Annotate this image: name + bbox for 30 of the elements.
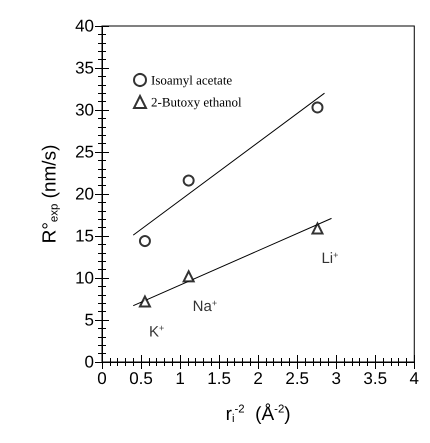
point (182, 270, 195, 282)
x-tick-label: 2.5 (285, 369, 309, 388)
point (138, 235, 151, 248)
annotation: K+ (148, 323, 164, 340)
y-tick-label: 35 (75, 58, 94, 78)
x-tick-label: 4 (410, 369, 420, 388)
x-tick-label: 2 (253, 369, 263, 388)
y-tick-label: 10 (75, 268, 94, 288)
y-tick-label: 5 (84, 310, 94, 330)
y-tick-label: 0 (84, 352, 94, 372)
y-tick-label: 20 (75, 184, 94, 204)
x-tick-label: 1.5 (207, 369, 231, 388)
annotation: Li+ (321, 250, 338, 268)
point (138, 296, 151, 308)
x-tick-label: 3.5 (363, 369, 388, 388)
x-tick-label: 0.5 (129, 369, 153, 388)
y-tick-label: 25 (75, 142, 94, 162)
y-tick-label: 40 (75, 16, 94, 36)
x-tick-label: 3 (331, 369, 341, 388)
point (311, 222, 324, 234)
annotation: Na+ (192, 298, 218, 316)
y-tick-label: 30 (75, 100, 94, 120)
legend-label: 2-Butoxy ethanol (151, 94, 242, 110)
legend-label: Isoamyl acetate (151, 72, 232, 88)
x-tick-label: 0 (97, 369, 107, 388)
point (182, 174, 195, 187)
x-tick-label: 1 (175, 369, 185, 388)
y-tick-label: 15 (75, 226, 94, 246)
point (311, 101, 324, 114)
y-axis-title: R°exp (nm/s) (39, 144, 60, 244)
